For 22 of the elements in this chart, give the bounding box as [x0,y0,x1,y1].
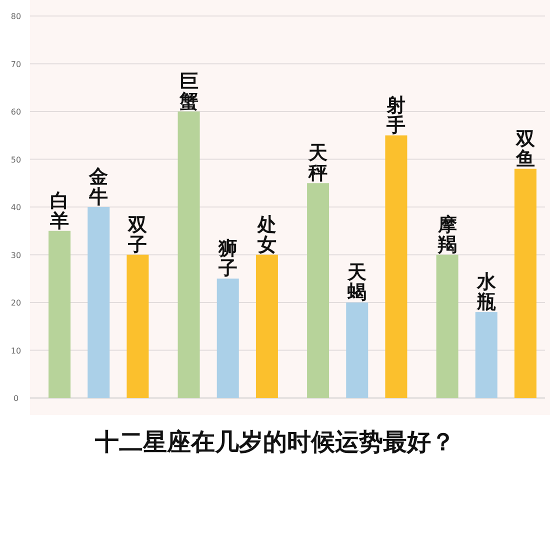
y-tick-label: 20 [10,298,22,308]
y-tick-label: 70 [10,60,22,69]
x-tick-label: 白羊 [49,190,70,232]
y-tick-label: 10 [10,346,22,356]
x-tick-label: 巨蟹 [178,70,198,112]
y-tick-label: 30 [10,250,22,260]
x-tick-label: 狮子 [217,238,238,280]
text: 十二星座在几岁的时候运势最好？ [94,428,455,456]
x-tick-label: 双子 [127,214,148,256]
y-tick-label: 80 [10,12,22,21]
x-tick-label: 摩羯 [436,214,457,256]
x-tick-label: 天蝎 [346,262,367,304]
x-tick-label: 金牛 [88,166,108,208]
x-tick-label: 双鱼 [514,128,536,170]
x-tick-label: 水瓶 [476,271,497,314]
x-tick-label: 射手 [386,94,406,136]
x-tick-label: 天秤 [308,142,328,184]
x-tick-label: 处女 [256,214,276,256]
y-tick-label: 0 [13,394,19,403]
y-tick-label: 60 [10,108,22,116]
y-tick-label: 40 [10,203,22,212]
y-tick-label: 50 [10,155,22,164]
